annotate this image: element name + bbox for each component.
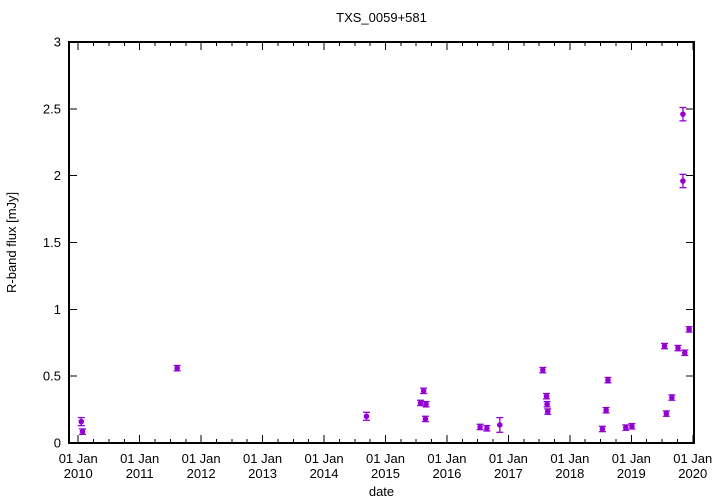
plot-border (68, 41, 695, 444)
data-point-group (543, 400, 551, 408)
x-tick-label: 01 Jan 2011 (120, 451, 159, 481)
data-point-group (496, 416, 504, 433)
x-tick-label: 01 Jan 2017 (489, 451, 528, 481)
x-axis-label: date (368, 484, 395, 499)
data-point (544, 408, 551, 415)
data-point (484, 425, 490, 432)
data-point (363, 413, 370, 420)
data-point-group (598, 425, 606, 433)
data-point (420, 388, 427, 394)
x-tick-label: 01 Jan 2010 (59, 451, 98, 481)
data-point-group (681, 349, 689, 357)
y-tick-label: 1.5 (43, 235, 61, 250)
data-point (663, 410, 670, 417)
x-tick-label: 01 Jan 2013 (243, 451, 282, 481)
data-point-group (685, 326, 693, 333)
data-point (675, 345, 681, 351)
y-tick-label: 0.5 (43, 369, 61, 384)
data-point (540, 367, 546, 373)
data-point (680, 111, 686, 117)
data-point-group (483, 424, 491, 432)
data-point (661, 343, 668, 349)
data-point-group (544, 408, 552, 415)
data-point (680, 178, 686, 184)
data-point-group (362, 411, 370, 421)
tick-marks-group (69, 41, 694, 444)
y-tick-labels-group: 0 0.5 1 1.5 2 2.5 3 (43, 35, 61, 451)
x-tick-label: 01 Jan 2020 (673, 451, 712, 481)
data-point (543, 393, 550, 400)
data-point (686, 326, 692, 333)
data-point-group (674, 344, 682, 352)
x-tick-label: 01 Jan 2019 (612, 451, 651, 481)
data-point (422, 416, 429, 422)
y-tick-label: 1 (54, 302, 61, 317)
data-point-group (679, 106, 687, 122)
data-point-group (661, 342, 669, 350)
data-point-group (422, 400, 430, 408)
data-point-group (539, 366, 547, 374)
data-point-group (668, 394, 676, 401)
data-point (417, 400, 424, 406)
data-point (497, 422, 503, 428)
data-point (681, 349, 688, 356)
data-point (79, 428, 86, 435)
data-point-group (77, 416, 85, 427)
x-tick-label: 01 Jan 2016 (427, 451, 466, 481)
data-point-group (543, 392, 551, 400)
axes-group (68, 41, 695, 444)
data-point-group (604, 376, 612, 384)
data-point-group (173, 364, 181, 372)
data-point (78, 418, 85, 425)
data-point (477, 424, 483, 430)
data-point (423, 401, 429, 408)
data-point-group (476, 423, 484, 431)
data-point (174, 365, 180, 371)
data-point-group (79, 428, 87, 435)
data-point-group (679, 173, 687, 189)
data-point (629, 423, 635, 430)
data-point-group (421, 415, 429, 423)
data-point (622, 424, 629, 431)
x-tick-label: 01 Jan 2015 (366, 451, 405, 481)
y-tick-label: 0 (54, 436, 61, 451)
x-tick-label: 01 Jan 2018 (550, 451, 589, 481)
data-point-group (662, 410, 670, 417)
x-tick-labels-group: 01 Jan 2010 01 Jan 2011 01 Jan 2012 01 Jan 2013… (59, 451, 713, 481)
chart-title: TXS_0059+581 (336, 10, 427, 25)
data-point (605, 377, 611, 383)
data-point (544, 401, 550, 408)
data-point-group (417, 399, 425, 407)
data-point (599, 426, 606, 432)
data-point (603, 407, 609, 414)
x-tick-label: 01 Jan 2014 (305, 451, 344, 481)
data-point-group (622, 424, 630, 431)
data-point-group (628, 422, 636, 430)
y-tick-label: 2 (54, 168, 61, 183)
data-point-group (420, 387, 428, 395)
data-point-group (602, 406, 610, 414)
y-tick-label: 2.5 (43, 101, 61, 116)
x-tick-label: 01 Jan 2012 (182, 451, 221, 481)
data-point (669, 394, 675, 401)
y-tick-label: 3 (54, 35, 61, 50)
data-points-group (77, 106, 693, 435)
